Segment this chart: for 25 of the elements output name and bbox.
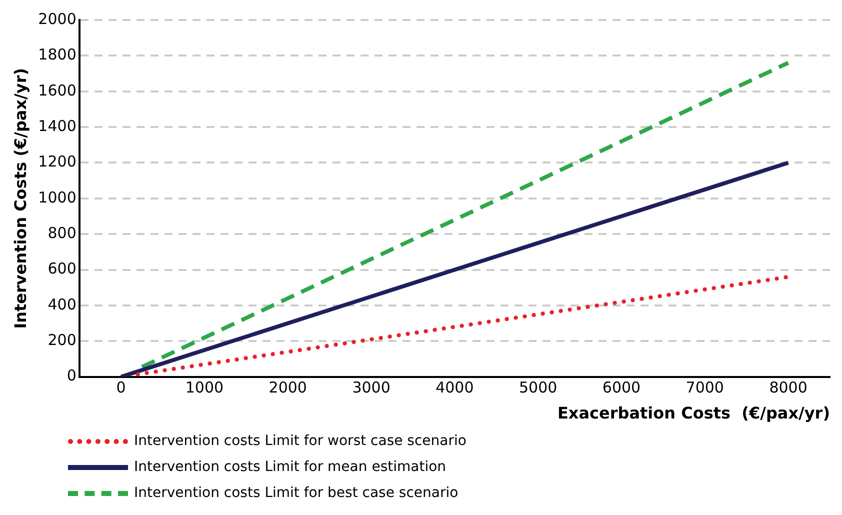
y-tick-label: 600 — [48, 260, 76, 278]
y-tick-label: 800 — [48, 224, 76, 242]
x-tick-label: 5000 — [518, 378, 558, 397]
y-tick-label: 200 — [48, 331, 76, 350]
x-tick-label: 0 — [116, 378, 126, 397]
legend-label: Intervention costs Limit for worst case scenario — [134, 433, 466, 449]
x-tick-label: 6000 — [602, 378, 641, 397]
y-tick-label: 1400 — [38, 116, 76, 135]
x-tick-label: 3000 — [352, 378, 390, 397]
y-tick-label: 0 — [66, 366, 76, 385]
y-tick-label: 1200 — [38, 152, 76, 171]
x-tick-label: 1000 — [185, 378, 224, 397]
y-tick-label: 400 — [48, 295, 76, 314]
x-tick-label: 7000 — [686, 378, 724, 397]
legend-label: Intervention costs Limit for mean estimation — [134, 459, 446, 475]
x-tick-label: 8000 — [769, 378, 808, 397]
y-tick-label: 1000 — [38, 188, 76, 206]
y-tick-label: 1800 — [38, 46, 76, 64]
x-axis-title: Exacerbation Costs (€/pax/yr) — [557, 404, 830, 423]
y-tick-label: 1600 — [38, 81, 76, 100]
x-tick-label: 2000 — [268, 378, 307, 397]
x-tick-label: 4000 — [436, 378, 474, 397]
y-tick-label: 2000 — [38, 10, 76, 28]
y-axis-title: Intervention Costs (€/pax/yr) — [10, 68, 30, 329]
legend-label: Intervention costs Limit for best case scenario — [134, 485, 458, 501]
